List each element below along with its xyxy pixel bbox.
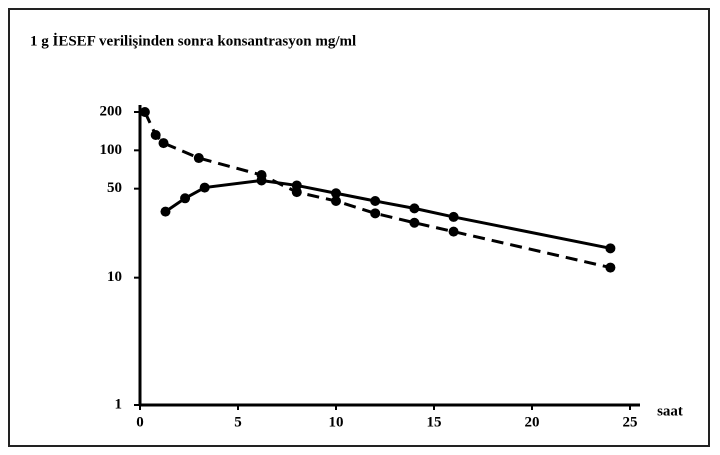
data-point xyxy=(331,196,341,207)
data-point xyxy=(193,153,204,164)
data-point xyxy=(605,262,616,273)
x-tick-label: 5 xyxy=(234,414,242,430)
y-tick-label: 10 xyxy=(107,269,122,285)
data-point xyxy=(331,188,341,199)
y-tick-label: 1 xyxy=(115,396,123,412)
data-point xyxy=(605,243,616,254)
frame xyxy=(8,8,710,447)
y-tick-label: 200 xyxy=(100,103,123,119)
series-line xyxy=(164,178,611,250)
x-tick-label: 0 xyxy=(136,414,144,430)
data-point xyxy=(448,226,459,237)
data-point xyxy=(150,129,161,140)
data-point xyxy=(199,182,210,193)
data-point xyxy=(370,196,381,207)
chart-title: 1 g İESEF verilişinden sonra konsantrasy… xyxy=(30,32,356,49)
data-point xyxy=(160,206,171,217)
x-tick-label: 15 xyxy=(427,414,442,430)
x-tick-label: 20 xyxy=(525,414,540,430)
x-axis-label: saat xyxy=(657,403,683,419)
data-point xyxy=(139,107,150,117)
data-point xyxy=(409,217,420,228)
data-point xyxy=(448,211,459,222)
data-point xyxy=(180,193,191,204)
y-tick-label: 50 xyxy=(107,180,122,196)
data-point xyxy=(291,180,302,191)
data-point xyxy=(409,203,420,214)
x-tick-label: 25 xyxy=(623,414,638,430)
y-tick-label: 100 xyxy=(100,142,123,158)
data-point xyxy=(256,175,267,186)
x-tick-label: 10 xyxy=(329,414,344,430)
data-point xyxy=(158,138,169,149)
data-point xyxy=(370,208,381,219)
